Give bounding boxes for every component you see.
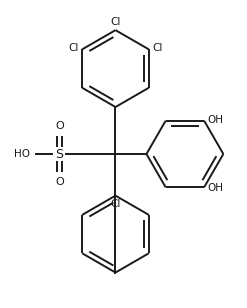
- Text: Cl: Cl: [110, 199, 121, 209]
- Text: OH: OH: [207, 115, 223, 125]
- Text: O: O: [55, 177, 64, 187]
- Text: HO: HO: [14, 149, 30, 159]
- Text: Cl: Cl: [69, 43, 79, 53]
- Text: Cl: Cl: [110, 17, 121, 27]
- Text: OH: OH: [207, 183, 223, 193]
- Text: S: S: [55, 148, 63, 160]
- Text: O: O: [55, 121, 64, 131]
- Text: Cl: Cl: [152, 43, 162, 53]
